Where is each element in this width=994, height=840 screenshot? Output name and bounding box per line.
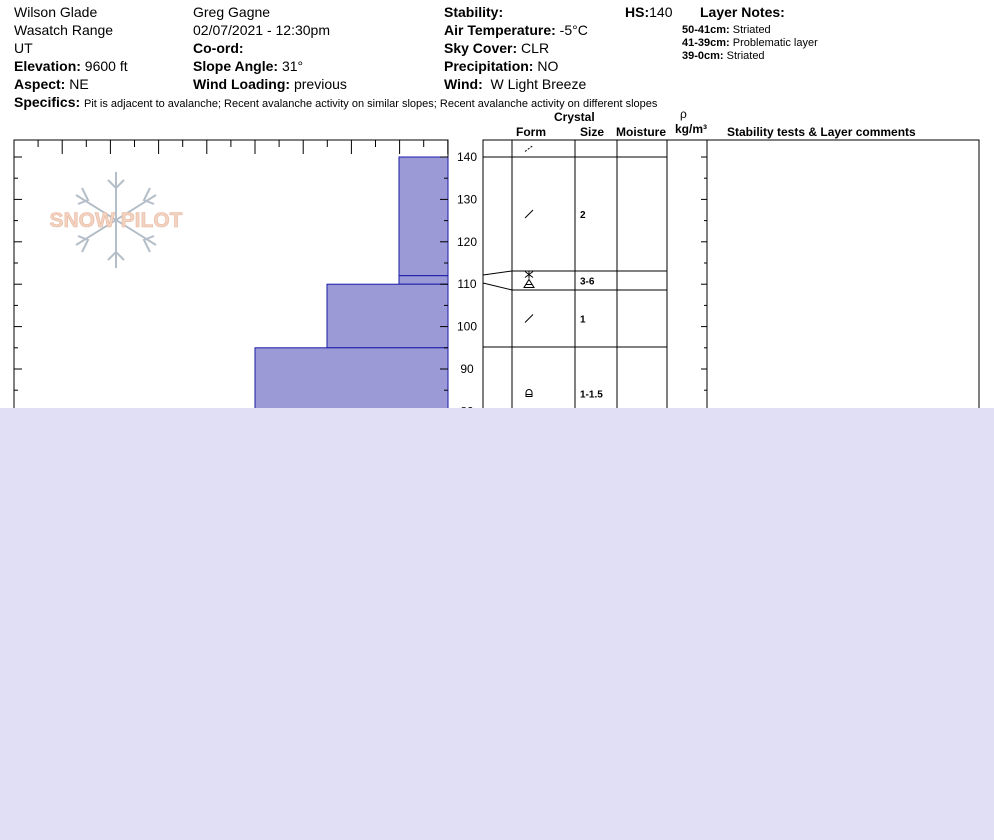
air-temp-value: -5°C (559, 22, 588, 38)
location-name: Wilson Glade (14, 4, 98, 20)
height-tick-label: 110 (457, 277, 476, 291)
hs-label: HS: (625, 4, 650, 20)
crystal-header: Crystal (554, 110, 595, 124)
observation-datetime: 02/07/2021 - 12:30pm (193, 22, 330, 38)
grain-size-label: 1 (580, 315, 586, 326)
hardness-left-ticks (14, 156, 22, 412)
stability-label: Stability: (444, 4, 504, 20)
aspect-label: Aspect: (14, 76, 66, 92)
air-temp-label: Air Temperature: (444, 22, 556, 38)
slope-value: 31° (281, 58, 304, 74)
grain-size-label: 1-1.5 (580, 390, 603, 401)
range-name: Wasatch Range (14, 22, 114, 38)
specifics-text: Pit is adjacent to avalanche; Recent ava… (84, 98, 658, 110)
specifics-row: Specifics: Pit is adjacent to avalanche;… (14, 93, 657, 113)
observer-name: Greg Gagne (193, 4, 271, 20)
elevation-label: Elevation: (14, 58, 81, 74)
surface-hoar-icon (524, 270, 534, 279)
slope-label: Slope Angle: (193, 58, 279, 74)
density-header: kg/m³ (675, 122, 708, 136)
wind-loading-value: previous (293, 76, 347, 92)
height-axis: 1401301201101009080 (440, 150, 477, 418)
form-header: Form (516, 125, 546, 139)
wind-loading-row: Wind Loading: previous (193, 75, 347, 93)
layer-table-rows (512, 156, 667, 348)
state-name: UT (14, 40, 33, 56)
hardness-bars (254, 156, 449, 412)
comments-header: Stability tests & Layer comments (727, 125, 916, 139)
aspect-value: NE (69, 76, 89, 92)
snowflake-icon (75, 172, 157, 268)
hs-value: 140 (649, 4, 673, 20)
elevation-value: 9600 ft (84, 58, 128, 74)
decomposing-fragments-icon (524, 314, 534, 323)
grain-symbols (523, 145, 535, 397)
layer-note: 50-41cm: Striated (682, 24, 771, 36)
slope-row: Slope Angle: 31° (193, 57, 303, 75)
wind-row: Wind: W Light Breeze (444, 75, 586, 93)
wind-value: W Light Breeze (490, 76, 587, 92)
layer-connector (482, 282, 513, 291)
height-tick-label: 100 (457, 320, 477, 334)
snowpilot-watermark: SNOW PILOT (49, 172, 183, 268)
precipitation-particles-icon (524, 145, 534, 152)
hardness-bar (398, 275, 449, 285)
coord-label: Co-ord: (193, 40, 244, 56)
specifics-label: Specifics: (14, 94, 81, 110)
hardness-bar (326, 283, 449, 349)
coord-row: Co-ord: (193, 39, 244, 57)
elevation-row: Elevation: 9600 ft (14, 57, 128, 75)
height-tick-label: 140 (457, 150, 477, 164)
wind-loading-label: Wind Loading: (193, 76, 291, 92)
grain-size-label: 2 (580, 210, 586, 221)
size-header: Size (580, 125, 605, 139)
height-tick-label: 130 (457, 192, 477, 206)
aspect-row: Aspect: NE (14, 75, 89, 93)
grain-size-label: 3-6 (580, 277, 595, 288)
precipitation-row: Precipitation: NO (444, 57, 558, 75)
layer-note: 41-39cm: Problematic layer (682, 37, 818, 49)
layer-connector (482, 270, 513, 276)
wind-label: Wind: (444, 76, 483, 92)
sky-cover-row: Sky Cover: CLR (444, 39, 549, 57)
hardness-bar (254, 347, 449, 412)
grain-sizes: 2 3-6 1 1-1.5 (580, 210, 603, 401)
precipitation-label: Precipitation: (444, 58, 534, 74)
height-tick-label: 90 (460, 362, 474, 376)
depth-hoar-icon (523, 278, 535, 288)
rho-symbol: ρ (680, 107, 687, 121)
hardness-bar (398, 156, 449, 277)
page-overlay (0, 408, 994, 840)
rounded-grains-icon (525, 389, 533, 397)
watermark-text: SNOW PILOT (50, 209, 183, 232)
precipitation-value: NO (537, 58, 559, 74)
hs-row: HS:140 (625, 3, 672, 21)
layer-notes-title: Layer Notes: (700, 4, 785, 20)
hardness-top-ticks (13, 140, 449, 154)
stability-row: Stability: (444, 3, 503, 21)
decomposing-fragments-icon (524, 209, 534, 219)
height-tick-label: 120 (457, 235, 477, 249)
layer-note: 39-0cm: Striated (682, 50, 765, 62)
layer-connectors (482, 156, 513, 348)
sky-cover-label: Sky Cover: (444, 40, 518, 56)
density-ticks (701, 156, 707, 412)
sky-cover-value: CLR (521, 40, 550, 56)
moisture-header: Moisture (616, 125, 667, 139)
air-temp-row: Air Temperature: -5°C (444, 21, 588, 39)
